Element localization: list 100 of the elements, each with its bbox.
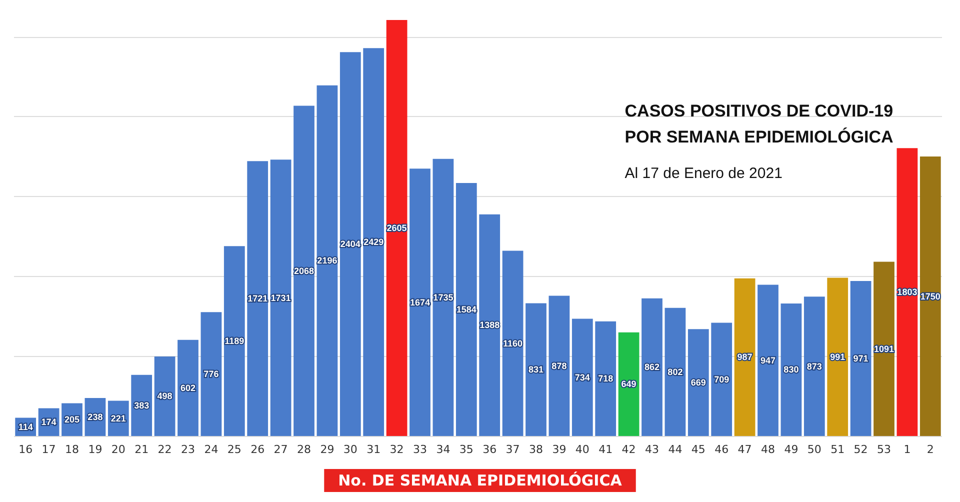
- data-label: 602: [180, 382, 196, 393]
- data-label: 649: [621, 379, 636, 390]
- data-label: 1160: [503, 338, 523, 348]
- bar: [920, 156, 941, 436]
- data-label: 709: [714, 374, 730, 384]
- x-tick-label: 36: [482, 443, 497, 456]
- x-tick-label: 50: [807, 443, 822, 456]
- x-tick-label: 21: [134, 443, 149, 456]
- data-label: 1750: [920, 291, 940, 302]
- bar: [432, 158, 454, 436]
- x-tick-label: 25: [227, 443, 242, 456]
- data-label: 1584: [456, 304, 476, 315]
- x-tick-label: 17: [42, 443, 56, 456]
- x-tick-label: 23: [181, 443, 195, 456]
- x-tick-label: 40: [575, 443, 590, 456]
- bar: [294, 106, 314, 436]
- data-label: 878: [552, 360, 567, 371]
- bar: [340, 52, 361, 436]
- data-label: 947: [760, 355, 776, 366]
- data-label: 873: [806, 361, 822, 372]
- bar: [758, 284, 778, 436]
- x-tick-label: 32: [390, 443, 404, 456]
- bar: [548, 296, 570, 436]
- x-tick-label: 43: [645, 443, 659, 456]
- data-label: 2605: [386, 223, 407, 233]
- x-tick-label: 53: [877, 443, 891, 456]
- x-tick-label: 41: [598, 443, 613, 456]
- x-tick-label: 35: [459, 443, 474, 456]
- bar: [642, 298, 662, 436]
- bar: [386, 20, 408, 436]
- x-tick-label: 28: [297, 443, 311, 456]
- x-tick-label: 48: [761, 443, 775, 456]
- x-tick-label: 33: [413, 443, 427, 456]
- data-label: 1735: [433, 292, 454, 302]
- bar: [502, 250, 524, 436]
- x-axis-title: No. DE SEMANA EPIDEMIOLÓGICA: [338, 472, 622, 490]
- bar: [827, 278, 848, 436]
- x-tick-label: 42: [622, 443, 636, 456]
- x-tick-label: 19: [88, 443, 102, 456]
- data-label: 238: [88, 412, 103, 422]
- x-tick-label: 45: [691, 443, 706, 456]
- data-label: 987: [737, 352, 752, 362]
- data-label: 1091: [874, 344, 894, 354]
- data-label: 205: [64, 414, 80, 425]
- x-tick-label: 46: [714, 443, 729, 456]
- data-label: 862: [644, 362, 660, 372]
- data-label: 776: [204, 369, 219, 380]
- data-label: 1189: [224, 336, 244, 346]
- data-label: 498: [157, 391, 172, 402]
- bar: [154, 356, 176, 436]
- bar: [316, 85, 338, 436]
- bar: [526, 303, 546, 436]
- data-label: 1674: [410, 297, 430, 308]
- x-tick-label: 29: [320, 443, 334, 456]
- bar: [780, 303, 802, 436]
- bar: [734, 278, 756, 436]
- bar: [178, 340, 198, 436]
- data-label: 802: [668, 366, 683, 377]
- x-tick-label: 27: [274, 443, 288, 456]
- data-label: 734: [574, 372, 590, 382]
- bar: [595, 321, 616, 436]
- data-label: 2068: [294, 266, 314, 276]
- bar: [664, 308, 686, 436]
- bar: [572, 318, 593, 436]
- bar: [410, 168, 430, 436]
- x-tick-label: 1: [904, 443, 911, 456]
- x-tick-label: 44: [668, 443, 682, 456]
- data-label: 991: [830, 352, 846, 362]
- x-tick-label: 20: [111, 443, 126, 456]
- x-tick-label: 49: [784, 443, 798, 456]
- bar: [896, 148, 918, 436]
- data-label: 1803: [897, 287, 918, 298]
- x-tick-label: 37: [506, 443, 520, 456]
- bar: [688, 329, 709, 436]
- data-label: 2429: [364, 237, 384, 248]
- x-tick-label: 52: [854, 443, 868, 456]
- data-label: 2196: [317, 256, 338, 266]
- bar: [874, 262, 894, 436]
- data-label: 1731: [270, 292, 291, 303]
- x-tick-label: 34: [436, 443, 450, 456]
- bar: [479, 214, 500, 436]
- bar: [711, 322, 732, 436]
- data-label: 2404: [340, 239, 360, 250]
- bar: [850, 280, 872, 436]
- bar: [131, 374, 152, 436]
- data-label: 830: [784, 364, 799, 375]
- x-tick-label: 26: [250, 443, 265, 456]
- data-label: 114: [18, 422, 33, 432]
- x-tick-label: 18: [65, 443, 79, 456]
- data-label: 1721: [248, 294, 268, 304]
- bar: [456, 183, 477, 436]
- x-tick-label: 47: [738, 443, 752, 456]
- data-label: 383: [134, 400, 150, 410]
- data-label: 221: [110, 413, 126, 424]
- bar: [200, 312, 222, 436]
- data-label: 831: [528, 364, 544, 375]
- bar: [618, 332, 640, 436]
- bar: [804, 296, 825, 436]
- x-tick-label: 38: [529, 443, 543, 456]
- data-label: 669: [690, 378, 706, 388]
